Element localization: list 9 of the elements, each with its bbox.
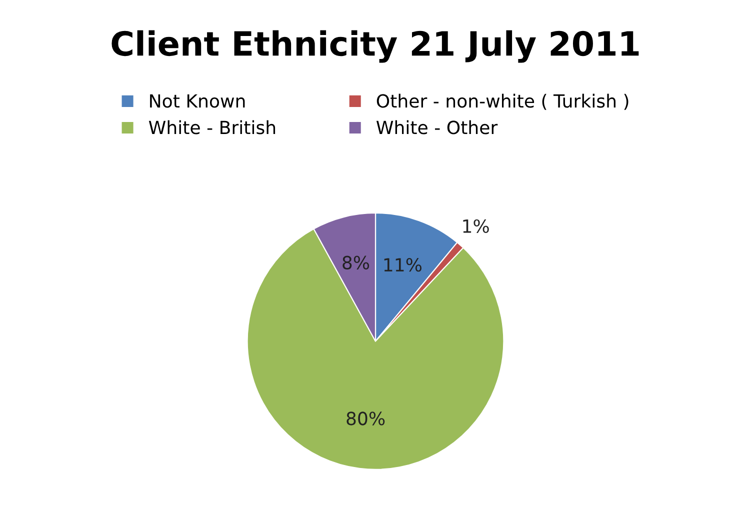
data-label: 11%	[384, 258, 422, 272]
legend-label: White - Other	[376, 120, 498, 134]
legend-label: White - British	[148, 120, 276, 134]
chart-title: Client Ethnicity 21 July 2011	[112, 30, 639, 63]
legend-label: Not Known	[150, 94, 245, 108]
legend-label: Other - non-white ( Turkish )	[376, 94, 628, 110]
data-label: 1%	[463, 219, 489, 233]
data-label: 8%	[342, 256, 370, 270]
data-label: 80%	[346, 412, 385, 426]
